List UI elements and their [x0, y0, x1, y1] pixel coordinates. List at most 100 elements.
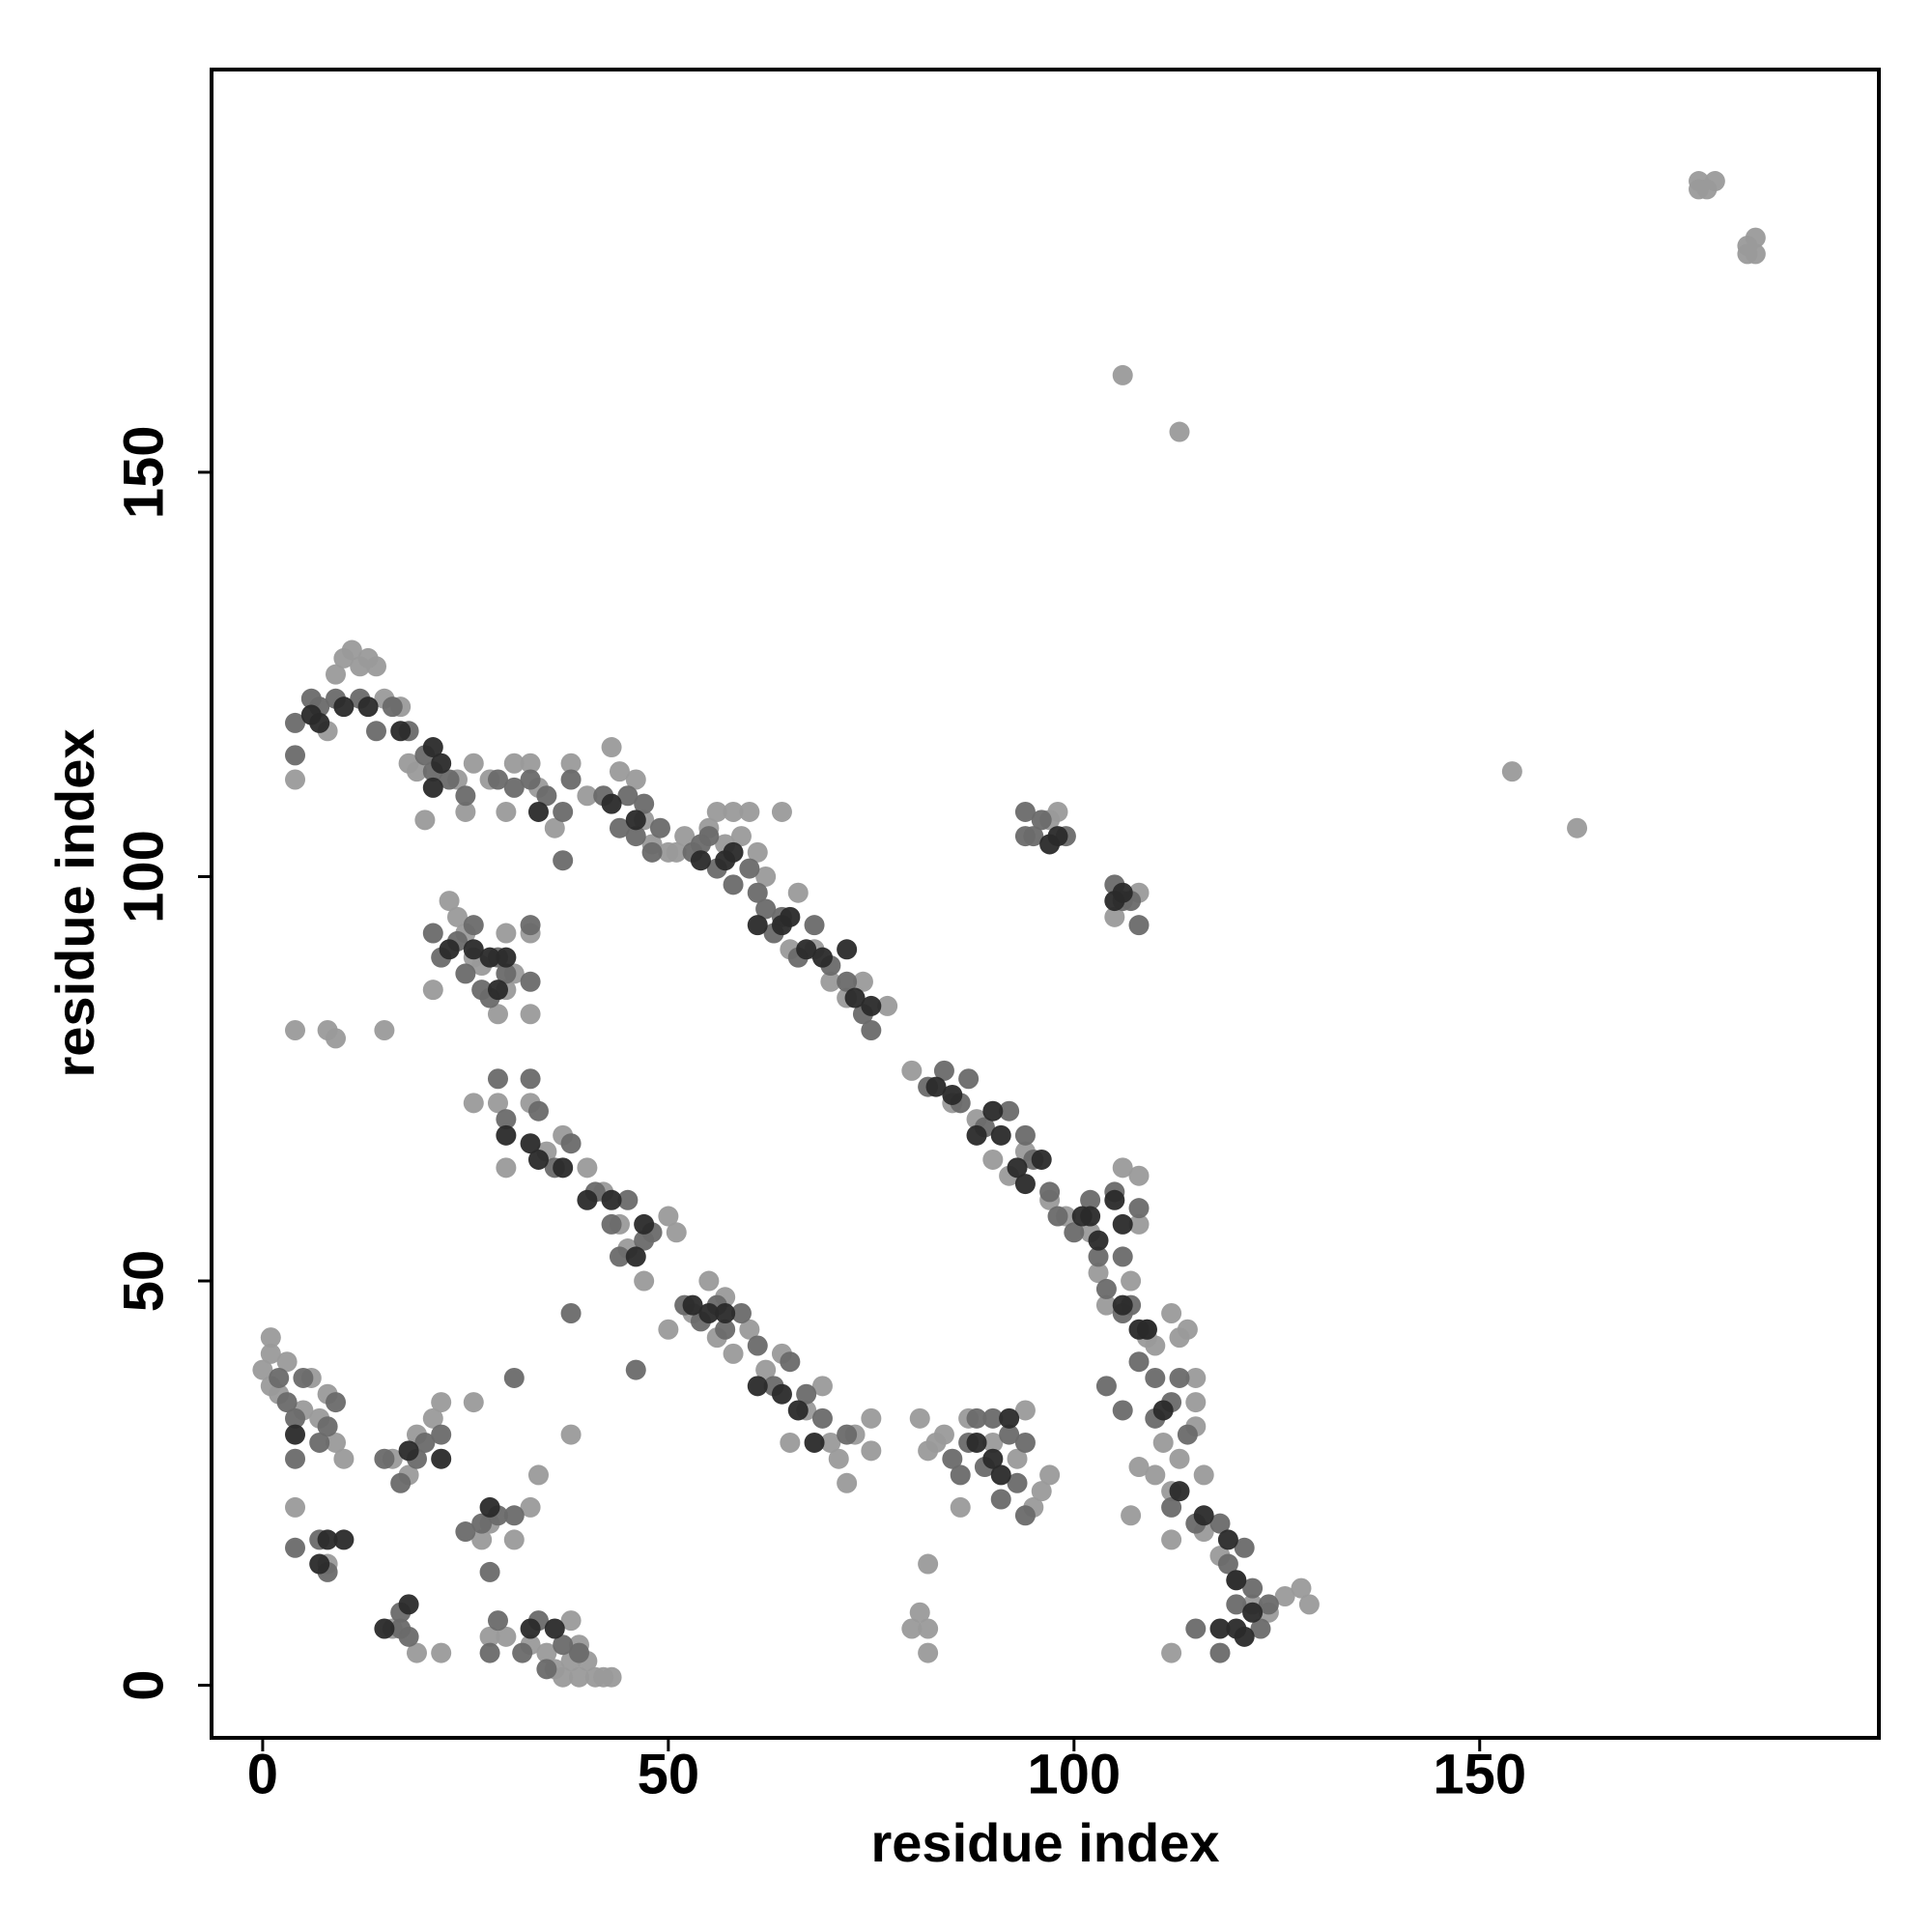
point [1023, 826, 1044, 847]
point [1031, 1149, 1052, 1170]
point [780, 1351, 801, 1373]
x-tick-label: 0 [247, 1743, 278, 1805]
point [285, 1407, 306, 1429]
point [1112, 364, 1133, 385]
point [1217, 1529, 1238, 1550]
point [1088, 1230, 1109, 1251]
point [1014, 1400, 1036, 1421]
point [439, 769, 460, 790]
point [1291, 1577, 1312, 1599]
point [1088, 1263, 1109, 1284]
point [755, 898, 777, 920]
point [309, 1553, 330, 1575]
point [666, 1222, 687, 1243]
point [958, 1068, 980, 1090]
point [463, 1392, 484, 1413]
point [527, 1464, 549, 1486]
point [544, 1618, 565, 1639]
y-tick-label: 150 [112, 426, 175, 520]
point [787, 1400, 809, 1421]
point [487, 1610, 508, 1632]
point [1007, 1472, 1028, 1493]
point [1112, 1294, 1133, 1316]
point [1152, 1432, 1174, 1453]
point [1014, 1124, 1036, 1146]
point [723, 874, 744, 895]
point [625, 826, 646, 847]
point [446, 906, 468, 927]
point [796, 1383, 817, 1405]
point [455, 963, 476, 984]
point [560, 1424, 582, 1445]
point [1169, 1367, 1190, 1388]
point [918, 1642, 939, 1663]
point [496, 1109, 517, 1130]
point [536, 1659, 557, 1680]
point [901, 1060, 923, 1081]
point [1047, 826, 1068, 847]
point [1501, 761, 1522, 782]
point [658, 1319, 679, 1340]
point [479, 1642, 500, 1663]
point [463, 939, 484, 960]
point [333, 1448, 355, 1469]
point [990, 1464, 1011, 1486]
point [990, 1489, 1011, 1510]
point [1193, 1464, 1214, 1486]
point [1014, 1174, 1036, 1195]
point [715, 1319, 736, 1340]
point [1689, 171, 1710, 192]
point [723, 1343, 744, 1364]
point [520, 1133, 541, 1154]
point [560, 769, 582, 790]
point [601, 1213, 622, 1235]
point [520, 1004, 541, 1025]
point [269, 1367, 290, 1388]
point [487, 1093, 508, 1114]
point [496, 947, 517, 968]
point [536, 785, 557, 807]
point [909, 1602, 930, 1623]
point [260, 1343, 281, 1364]
point [609, 817, 630, 838]
point [520, 1496, 541, 1518]
point [374, 1020, 395, 1041]
point [463, 753, 484, 774]
point [861, 995, 882, 1016]
point [811, 1407, 833, 1429]
point [431, 1424, 452, 1445]
point [390, 1472, 412, 1493]
point [479, 947, 500, 968]
point [811, 947, 833, 968]
point [553, 850, 574, 871]
point [326, 1432, 347, 1453]
point [715, 1303, 736, 1324]
point [771, 801, 792, 822]
point [317, 1529, 338, 1550]
point [1209, 1513, 1231, 1534]
point [496, 1626, 517, 1647]
point [1128, 1213, 1150, 1235]
point [560, 753, 582, 774]
point [479, 1561, 500, 1582]
point [1128, 915, 1150, 936]
point [1745, 243, 1766, 265]
point [553, 1157, 574, 1179]
point [698, 1270, 720, 1292]
point [512, 1642, 533, 1663]
point [520, 1618, 541, 1639]
point [1145, 1367, 1166, 1388]
point [463, 915, 484, 936]
point [366, 721, 387, 742]
point [1095, 1294, 1117, 1316]
point [1080, 1189, 1101, 1210]
point [496, 963, 517, 984]
point [723, 801, 744, 822]
point [285, 1424, 306, 1445]
point [527, 1100, 549, 1122]
point [1047, 1206, 1068, 1227]
point [1169, 1481, 1190, 1502]
x-tick-label: 150 [1433, 1743, 1526, 1805]
point [747, 915, 768, 936]
